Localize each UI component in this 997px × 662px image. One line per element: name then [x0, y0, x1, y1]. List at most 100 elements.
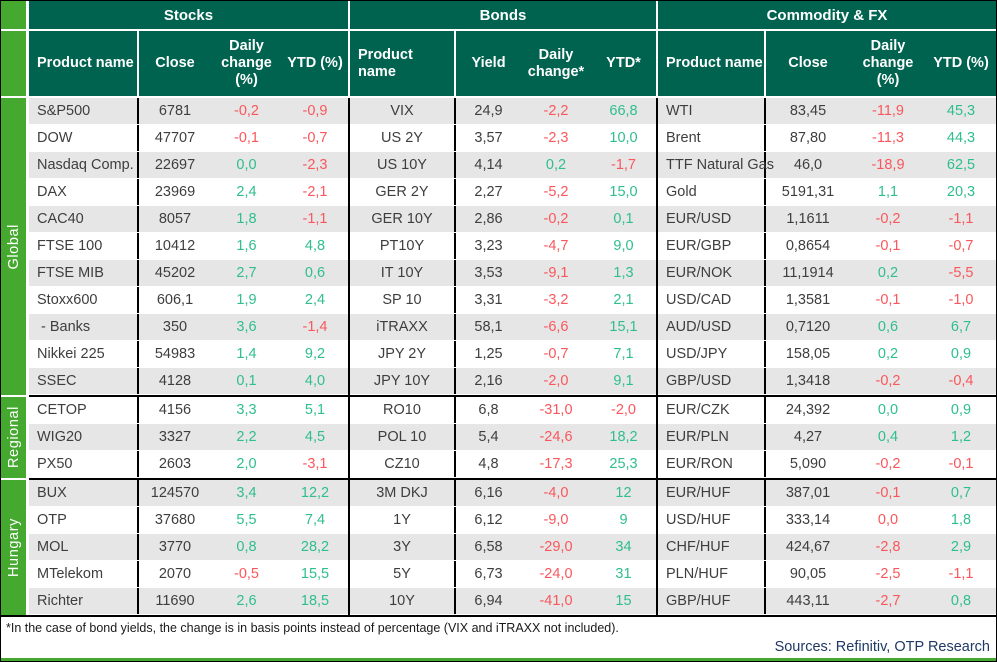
table-row-bonds: RO10 6,8 -31,0 -2,0 — [350, 397, 656, 424]
daily-change-cell: 2,7 — [236, 265, 257, 281]
product-name-cell: AUD/USD — [658, 314, 766, 340]
section-bonds: Bonds Product name Yield Daily change* YTD* V… — [350, 1, 656, 615]
daily-change-cell: 3,4 — [236, 485, 257, 501]
product-name-cell: CHF/HUF — [658, 534, 766, 560]
bottom-green-bar — [1, 658, 996, 661]
daily-change-cell: -0,2 — [234, 103, 259, 119]
daily-change-cell: 0,2 — [877, 346, 899, 362]
product-name-cell: GER 10Y — [350, 206, 456, 232]
ytd-cell: 18,2 — [609, 429, 638, 445]
product-name-cell: EUR/USD — [658, 206, 766, 232]
column-header: YTD (%) — [933, 55, 989, 72]
section-divider — [348, 1, 350, 615]
table-row-bonds: US 10Y 4,14 0,2 -1,7 — [350, 152, 656, 179]
daily-change-cell: 2,0 — [236, 456, 257, 472]
table-row-fx: TTF Natural Gas 46,0 -18,9 62,5 — [658, 152, 996, 179]
product-name-cell: US 2Y — [350, 125, 456, 151]
table-row-fx: GBP/USD 1,3418 -0,2 -0,4 — [658, 368, 996, 395]
table-row-stocks: SSEC 4128 0,1 4,0 — [29, 368, 348, 395]
daily-change-cell: -31,0 — [539, 402, 573, 418]
close-value-cell: 11,1914 — [782, 265, 834, 281]
close-value-cell: 4128 — [158, 373, 192, 389]
group-regional: CETOP 4156 3,3 5,1 WIG20 3327 2,2 4,5 PX50 2603 2,… — [29, 395, 348, 478]
table-row-bonds: iTRAXX 58,1 -6,6 15,1 — [350, 314, 656, 341]
product-name-cell: MTelekom — [29, 561, 139, 587]
ytd-cell: -2,0 — [611, 402, 636, 418]
close-value-cell: 3327 — [158, 429, 192, 445]
daily-change-cell: -0,2 — [875, 211, 901, 227]
table-row-stocks: DOW 47707 -0,1 -0,7 — [29, 125, 348, 152]
close-value-cell: 58,1 — [474, 319, 503, 335]
table-row-fx: EUR/RON 5,090 -0,2 -0,1 — [658, 451, 996, 478]
product-name-cell: MOL — [29, 534, 139, 560]
ytd-cell: 6,7 — [950, 319, 972, 335]
close-value-cell: 6,73 — [474, 566, 503, 582]
ytd-cell: 9 — [619, 512, 628, 528]
product-name-cell: CAC40 — [29, 206, 139, 232]
daily-change-cell: 1,8 — [236, 211, 257, 227]
daily-change-cell: -0,2 — [875, 373, 901, 389]
ytd-cell: 12,2 — [300, 485, 330, 501]
close-value-cell: 87,80 — [789, 130, 827, 146]
strip-gap — [1, 96, 26, 98]
table-row-bonds: 1Y 6,12 -9,0 9 — [350, 507, 656, 534]
close-value-cell: 83,45 — [789, 103, 827, 119]
close-value-cell: 46,0 — [793, 157, 823, 173]
ytd-cell: 18,5 — [300, 593, 330, 609]
close-value-cell: 5,4 — [478, 429, 499, 445]
product-name-cell: IT 10Y — [350, 260, 456, 286]
daily-change-cell: -0,2 — [875, 456, 901, 472]
ytd-cell: 7,4 — [304, 512, 326, 528]
close-value-cell: 6,12 — [474, 512, 503, 528]
table-row-stocks: S&P500 6781 -0,2 -0,9 — [29, 98, 348, 125]
daily-change-cell: -11,9 — [872, 103, 904, 119]
close-value-cell: 24,392 — [785, 402, 831, 418]
ytd-cell: 7,1 — [613, 346, 634, 362]
column-header: Daily change (%) — [221, 38, 272, 88]
strip-table-gap — [26, 1, 29, 615]
product-name-cell: 1Y — [350, 507, 456, 533]
table-row-fx: GBP/HUF 443,11 -2,7 0,8 — [658, 588, 996, 615]
table-row-bonds: IT 10Y 3,53 -9,1 1,3 — [350, 260, 656, 287]
table-row-fx: EUR/CZK 24,392 0,0 0,9 — [658, 397, 996, 424]
table-bottom-border — [1, 615, 996, 617]
table-row-fx: USD/CAD 1,3581 -0,1 -1,0 — [658, 287, 996, 314]
group-label-text: Regional — [5, 406, 22, 469]
column-header: Daily change* — [527, 46, 585, 80]
ytd-cell: -5,5 — [948, 265, 974, 281]
ytd-cell: 0,8 — [950, 593, 972, 609]
close-value-cell: 4,8 — [478, 456, 499, 472]
ytd-cell: -1,1 — [948, 566, 974, 582]
daily-change-cell: -3,2 — [543, 292, 569, 308]
ytd-cell: 15,1 — [609, 319, 638, 335]
column-header: Close — [788, 55, 828, 72]
ytd-cell: 0,1 — [613, 211, 634, 227]
close-value-cell: 11690 — [155, 593, 195, 609]
close-value-cell: 443,11 — [786, 593, 830, 609]
column-header-row: Product name Close Daily change (%) YTD (%) — [658, 31, 996, 96]
group-label-hungary: Hungary — [1, 480, 26, 615]
close-value-cell: 3,23 — [474, 238, 503, 254]
column-header: Product name — [658, 31, 766, 96]
product-name-cell: PX50 — [29, 451, 139, 477]
close-value-cell: 2,16 — [474, 373, 503, 389]
table-row-fx: EUR/PLN 4,27 0,4 1,2 — [658, 424, 996, 451]
daily-change-cell: -2,3 — [543, 130, 569, 146]
ytd-cell: -2,3 — [302, 157, 328, 173]
column-header: Daily change (%) — [862, 38, 914, 88]
daily-change-cell: 1,1 — [877, 184, 899, 200]
table-row-fx: EUR/HUF 387,01 -0,1 0,7 — [658, 480, 996, 507]
product-name-cell: JPY 10Y — [350, 368, 456, 394]
close-value-cell: 387,01 — [785, 485, 831, 501]
footer: *In the case of bond yields, the change … — [1, 617, 996, 658]
daily-change-cell: 0,0 — [877, 402, 899, 418]
table-row-bonds: 5Y 6,73 -24,0 31 — [350, 561, 656, 588]
daily-change-cell: -41,0 — [539, 593, 573, 609]
section-fx: Commodity & FX Product name Close Daily cha… — [658, 1, 996, 615]
product-name-cell: EUR/NOK — [658, 260, 766, 286]
product-name-cell: FTSE 100 — [29, 233, 139, 259]
ytd-cell: 2,4 — [304, 292, 326, 308]
group-label-text: Hungary — [5, 517, 22, 577]
close-value-cell: 90,05 — [789, 566, 827, 582]
